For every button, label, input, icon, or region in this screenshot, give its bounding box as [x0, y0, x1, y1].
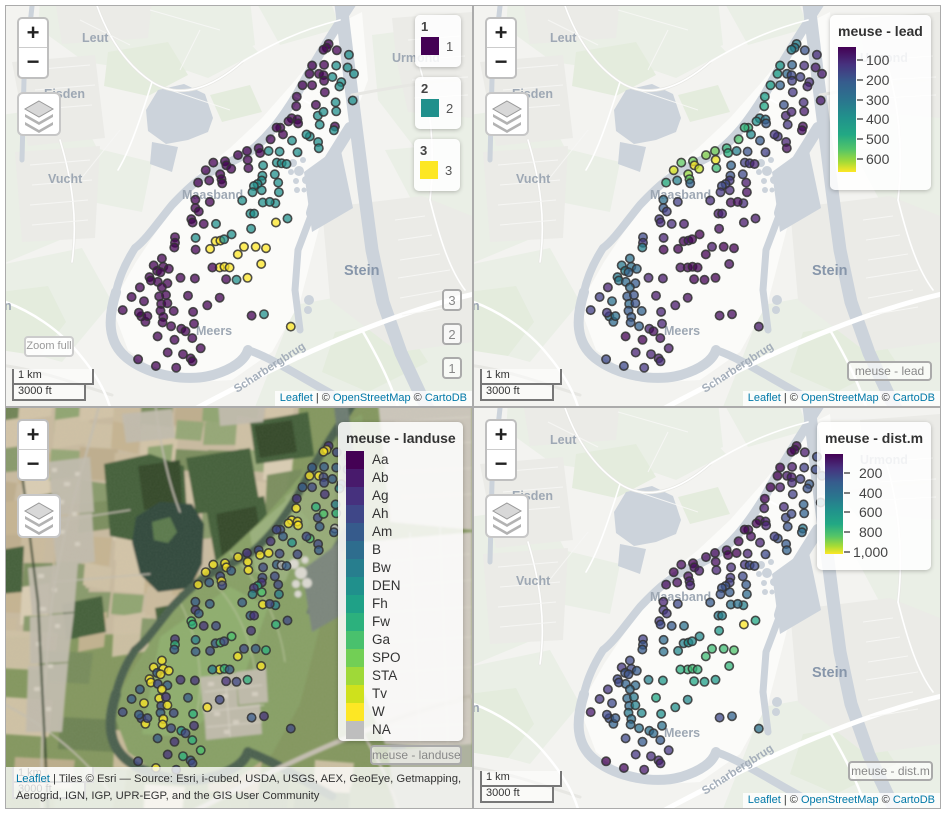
svg-text:300: 300 [866, 92, 890, 108]
svg-text:200: 200 [859, 465, 883, 481]
svg-text:600: 600 [859, 504, 883, 520]
svg-text:400: 400 [859, 485, 883, 501]
svg-text:1,000: 1,000 [853, 544, 888, 560]
svg-text:600: 600 [866, 151, 890, 167]
svg-text:800: 800 [859, 524, 883, 540]
svg-text:100: 100 [866, 52, 890, 68]
svg-text:500: 500 [866, 131, 890, 147]
svg-text:200: 200 [866, 72, 890, 88]
svg-text:400: 400 [866, 111, 890, 127]
